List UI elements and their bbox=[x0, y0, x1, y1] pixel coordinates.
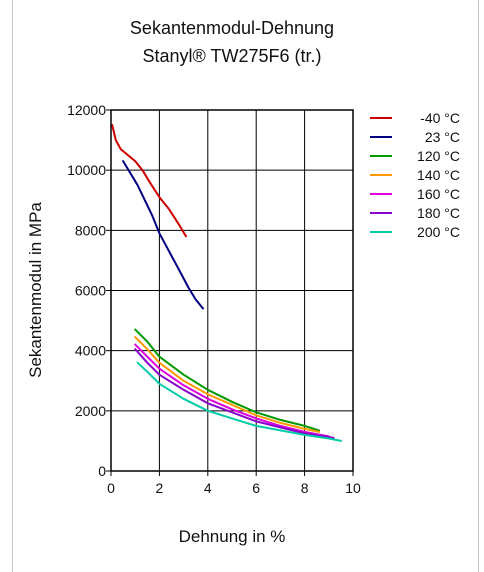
y-tick-label: 2000 bbox=[75, 403, 106, 419]
series-line bbox=[135, 330, 319, 431]
legend-label: 120 °C bbox=[417, 148, 460, 164]
series-line bbox=[123, 161, 203, 308]
x-tick-label: 4 bbox=[204, 480, 212, 496]
series-line bbox=[135, 345, 329, 437]
x-axis-label: Dehnung in % bbox=[179, 527, 286, 546]
grid bbox=[106, 110, 353, 476]
y-tick-label: 8000 bbox=[75, 222, 106, 238]
x-tick-label: 0 bbox=[107, 480, 115, 496]
y-tick-label: 4000 bbox=[75, 343, 106, 359]
x-tick-label: 8 bbox=[301, 480, 309, 496]
y-tick-label: 6000 bbox=[75, 283, 106, 299]
series-line bbox=[135, 349, 333, 438]
legend-label: 160 °C bbox=[417, 186, 460, 202]
series-lines bbox=[112, 125, 341, 441]
y-tick-label: 10000 bbox=[67, 162, 106, 178]
legend: -40 °C 23 °C 120 °C 140 °C 160 °C 180 °C 200 °… bbox=[370, 110, 460, 240]
chart-subtitle: Stanyl® TW275F6 (tr.) bbox=[143, 46, 322, 66]
series-line bbox=[112, 125, 186, 236]
legend-label: 200 °C bbox=[417, 224, 460, 240]
legend-label: -40 °C bbox=[420, 110, 460, 126]
y-tick-label: 12000 bbox=[67, 102, 106, 118]
x-tick-label: 6 bbox=[252, 480, 260, 496]
y-tick-label: 0 bbox=[98, 463, 106, 479]
chart-title: Sekantenmodul-Dehnung bbox=[130, 18, 334, 38]
x-tick-label: 2 bbox=[156, 480, 164, 496]
legend-label: 180 °C bbox=[417, 205, 460, 221]
x-tick-label: 10 bbox=[345, 480, 361, 496]
y-axis-label: Sekantenmodul in MPa bbox=[26, 202, 45, 378]
legend-label: 140 °C bbox=[417, 167, 460, 183]
legend-label: 23 °C bbox=[425, 129, 460, 145]
